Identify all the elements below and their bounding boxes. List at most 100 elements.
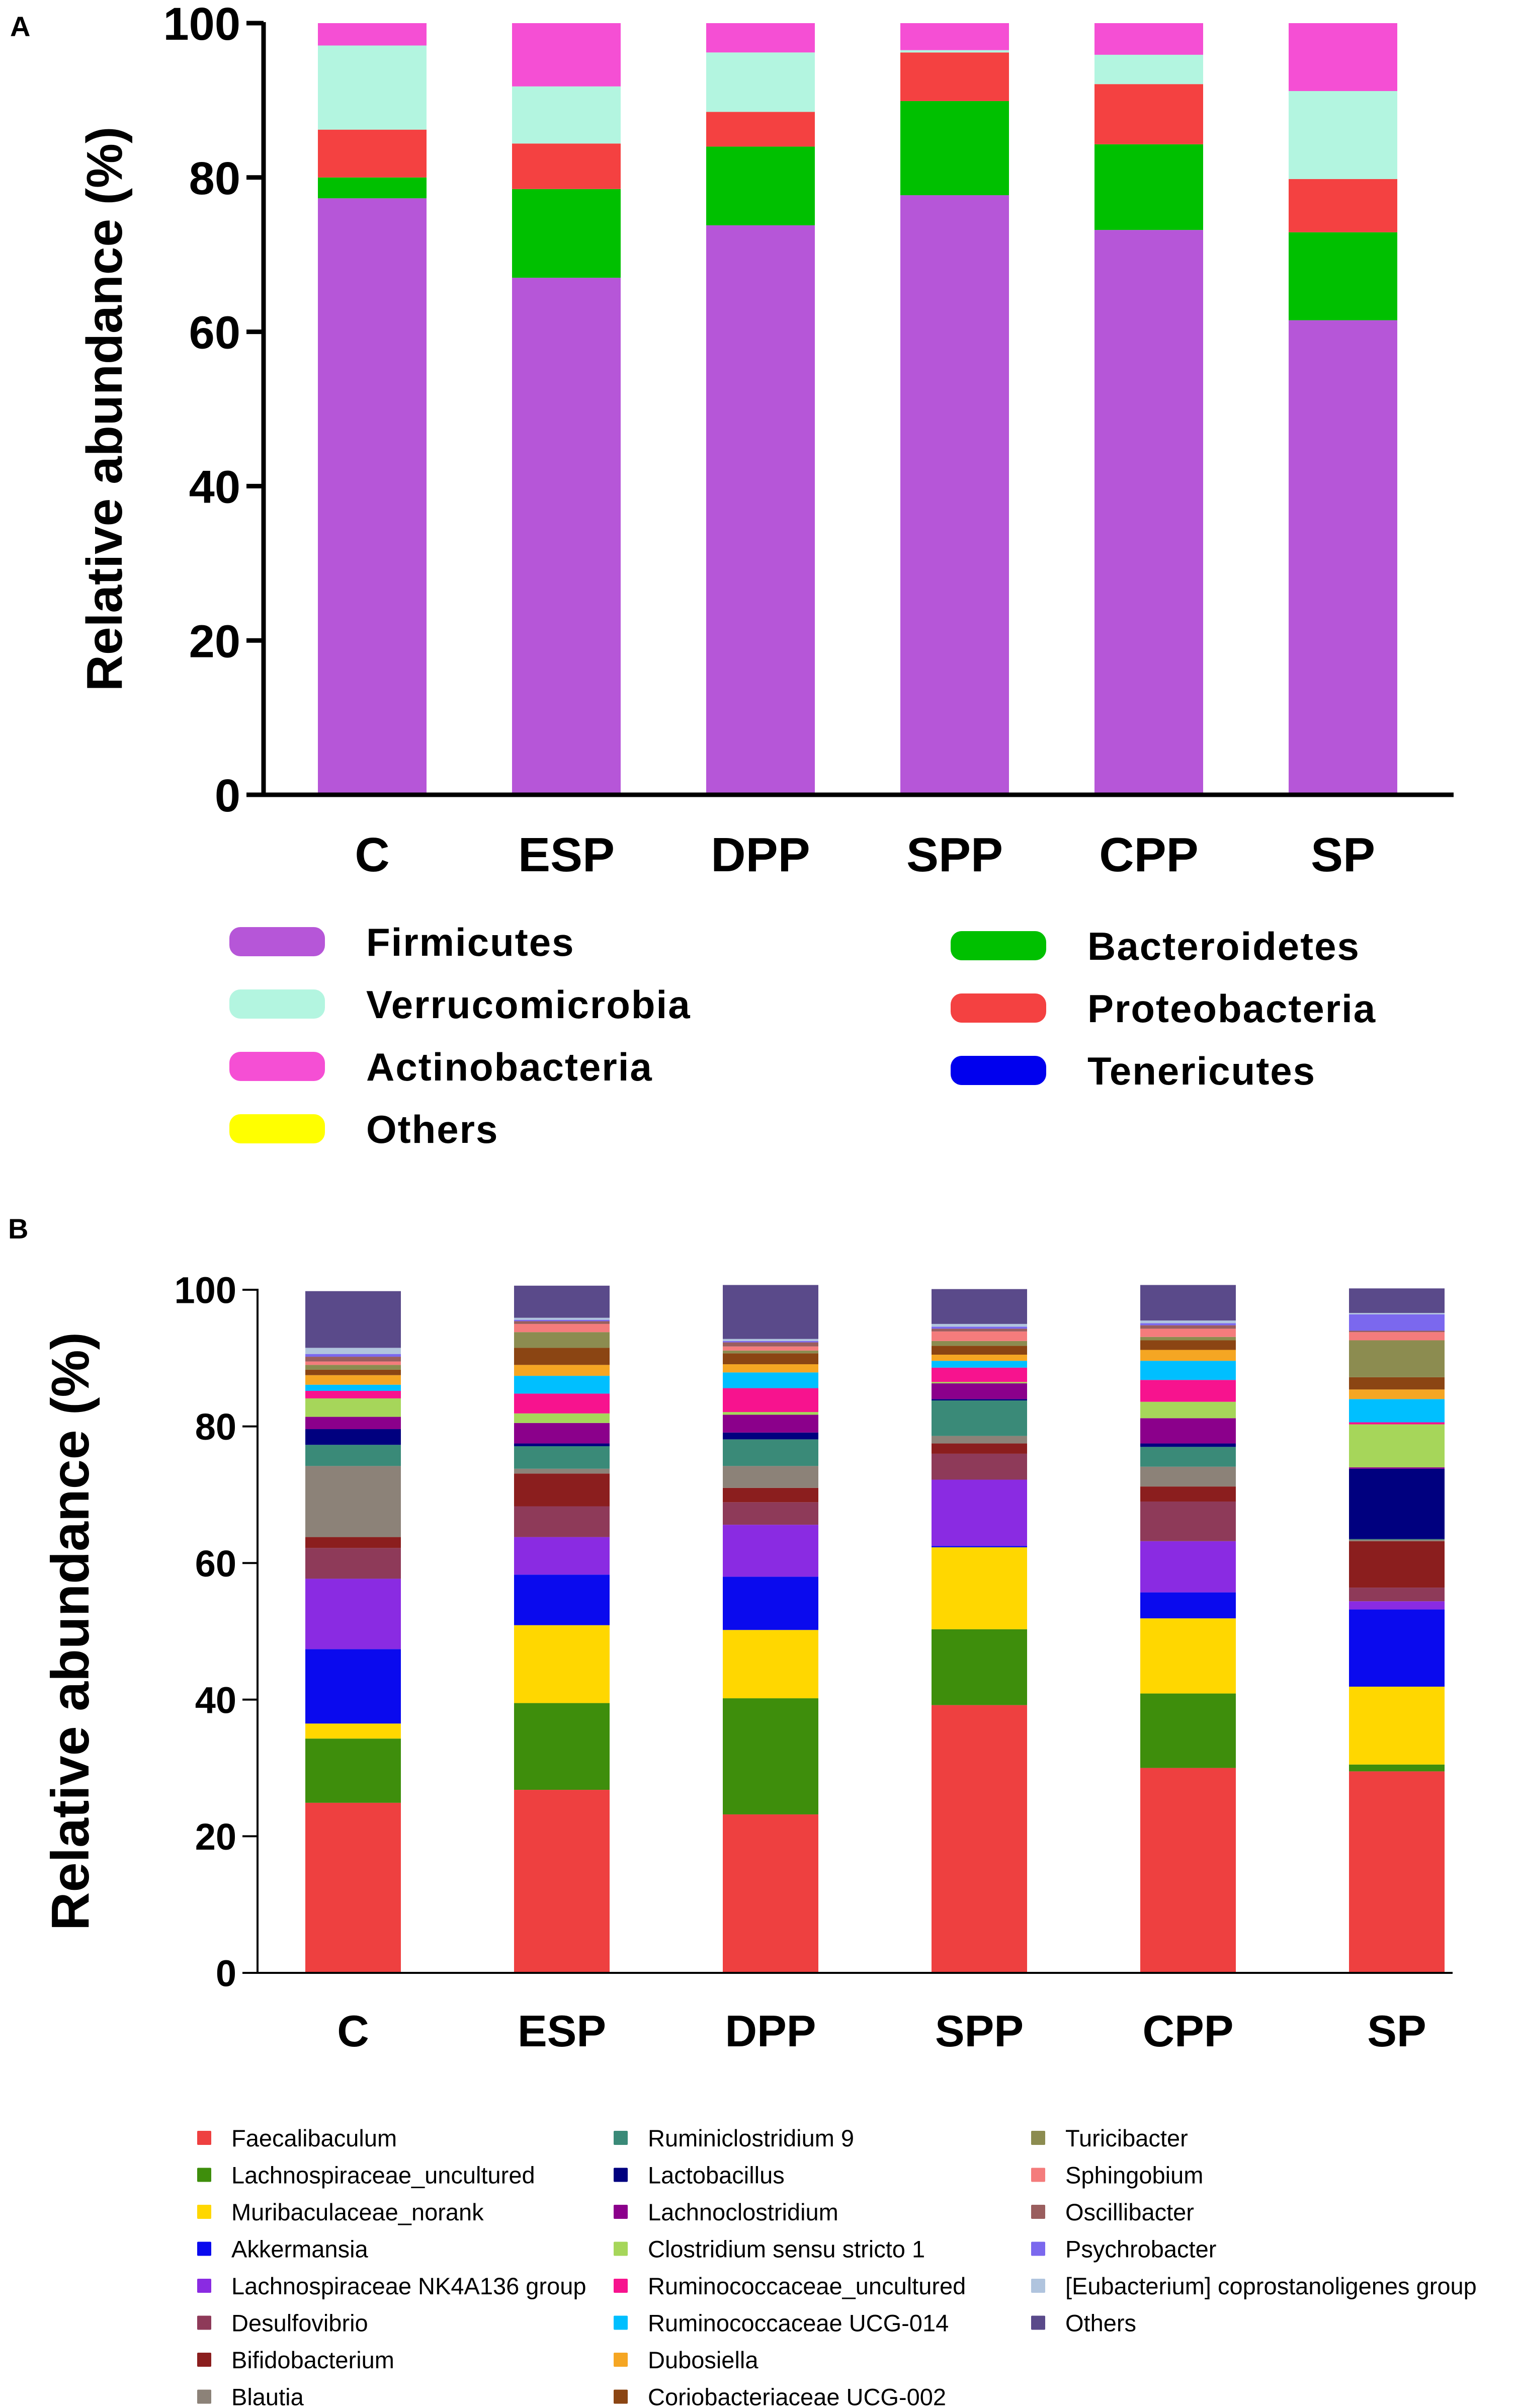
bar-cpp-lachnospiraceae-uncultured [1140, 1693, 1236, 1768]
bar-esp-desulfovibrio [514, 1506, 610, 1537]
bar-spp-desulfovibrio [932, 1453, 1027, 1480]
bar-sp-actinobacteria [1289, 23, 1397, 91]
bar-dpp-ruminiclostridium-9 [723, 1439, 818, 1466]
category-label-c: C [337, 2006, 369, 2056]
legend-swatch-oscillibacter [1031, 2205, 1045, 2219]
bar-c-lactobacillus [305, 1429, 401, 1445]
panel-label: B [8, 1213, 28, 1244]
bar-spp-ruminococcaceae-uncultured [932, 1367, 1027, 1382]
legend-swatch-others [229, 1114, 325, 1143]
legend-label-lachnoclostridium: Lachnoclostridium [648, 2199, 838, 2225]
bar-esp-turicibacter [514, 1332, 610, 1348]
legend-label-clostridium-sensu-stricto-1: Clostridium sensu stricto 1 [648, 2235, 925, 2262]
legend-swatch-verrucomicrobia [229, 989, 325, 1019]
category-label-c: C [355, 828, 389, 882]
legend-swatch-eubacterium-coprostanoligenes-group [1031, 2279, 1045, 2293]
bar-spp-eubacterium-coprostanoligenes-group [932, 1323, 1027, 1327]
bar-c-faecalibaculum [305, 1802, 401, 1973]
bar-cpp-actinobacteria [1094, 23, 1203, 55]
bar-dpp-clostridium-sensu-stricto-1 [723, 1412, 818, 1415]
bar-dpp-actinobacteria [706, 23, 815, 53]
bar-sp-ruminococcaceae-uncultured [1349, 1422, 1445, 1425]
category-label-esp: ESP [518, 2006, 606, 2056]
bar-cpp-faecalibaculum [1140, 1768, 1236, 1973]
legend-swatch-lachnospiraceae-uncultured [197, 2168, 211, 2182]
bar-dpp-dubosiella [723, 1364, 818, 1373]
bar-cpp-psychrobacter [1140, 1323, 1236, 1325]
legend-swatch-coriobacteriaceae-ucg-002 [614, 2389, 628, 2404]
bar-sp-proteobacteria [1289, 179, 1397, 232]
y-tick-label-60: 60 [195, 1543, 236, 1585]
panel-b: B C ESP DPP SPP CPP SP 0 20 40 60 80 100 Relative abu… [8, 1213, 1477, 2408]
bar-c-psychrobacter [305, 1354, 401, 1357]
bar-spp-akkermansia [932, 1546, 1027, 1547]
bar-sp-verrucomicrobia [1289, 91, 1397, 179]
bar-cpp-turicibacter [1140, 1337, 1236, 1341]
bar-cpp-blautia [1140, 1466, 1236, 1487]
bar-c-coriobacteriaceae-ucg-002 [305, 1369, 401, 1375]
legend-label-others: Others [366, 1107, 498, 1151]
bar-esp-psychrobacter [514, 1319, 610, 1321]
legend-label-others: Others [1065, 2309, 1136, 2336]
bar-cpp-lachnospiraceae-nk4a136-group [1140, 1541, 1236, 1593]
bar-esp-blautia [514, 1468, 610, 1474]
bar-sp-faecalibaculum [1349, 1771, 1445, 1973]
bar-cpp-bifidobacterium [1140, 1486, 1236, 1502]
legend-swatch-actinobacteria [229, 1052, 325, 1081]
bar-dpp-ruminococcaceae-uncultured [723, 1388, 818, 1413]
y-axis-label: Relative abundance (%) [76, 127, 133, 692]
legend-label-ruminiclostridium-9: Ruminiclostridium 9 [648, 2125, 854, 2151]
bar-dpp-others [723, 1285, 818, 1339]
legend-label-turicibacter: Turicibacter [1065, 2125, 1188, 2151]
bar-spp-verrucomicrobia [900, 50, 1009, 53]
bar-esp-sphingobium [514, 1323, 610, 1333]
y-tick-label-100: 100 [175, 1270, 236, 1311]
bar-spp-bacteroidetes [900, 101, 1009, 196]
bar-sp-coriobacteriaceae-ucg-002 [1349, 1377, 1445, 1390]
bar-dpp-turicibacter [723, 1350, 818, 1354]
y-tick-label-0: 0 [216, 1953, 236, 1995]
bar-cpp-firmicutes [1094, 230, 1203, 795]
category-label-esp: ESP [518, 828, 615, 882]
bar-dpp-bifidobacterium [723, 1487, 818, 1503]
bar-cpp-eubacterium-coprostanoligenes-group [1140, 1320, 1236, 1323]
bar-sp-psychrobacter [1349, 1314, 1445, 1331]
legend-label-eubacterium-coprostanoligenes-group: [Eubacterium] coprostanoligenes group [1065, 2273, 1477, 2299]
legend-label-verrucomicrobia: Verrucomicrobia [366, 982, 691, 1027]
bar-cpp-ruminococcaceae-uncultured [1140, 1380, 1236, 1402]
legend-label-dubosiella: Dubosiella [648, 2347, 758, 2373]
bar-c-clostridium-sensu-stricto-1 [305, 1398, 401, 1417]
bar-c-sphingobium [305, 1361, 401, 1365]
bar-cpp-clostridium-sensu-stricto-1 [1140, 1401, 1236, 1419]
bar-cpp-oscillibacter [1140, 1325, 1236, 1329]
bar-sp-ruminococcaceae-ucg-014 [1349, 1399, 1445, 1423]
bar-dpp-blautia [723, 1466, 818, 1488]
bar-dpp-lachnospiraceae-uncultured [723, 1698, 818, 1814]
bar-dpp-oscillibacter [723, 1342, 818, 1347]
y-axis-label: Relative abundance (%) [41, 1332, 100, 1931]
legend-swatch-psychrobacter [1031, 2241, 1045, 2256]
bar-spp-sphingobium [932, 1331, 1027, 1341]
bar-spp-coriobacteriaceae-ucg-002 [932, 1346, 1027, 1355]
bar-dpp-bacteroidetes [706, 146, 815, 225]
bar-sp-lachnospiraceae-uncultured [1349, 1764, 1445, 1772]
bar-esp-coriobacteriaceae-ucg-002 [514, 1348, 610, 1365]
bar-esp-akkermansia [514, 1574, 610, 1625]
category-label-dpp: DPP [725, 2006, 816, 2056]
bar-cpp-muribaculaceae-norank [1140, 1618, 1236, 1694]
legend-swatch-bacteroidetes [951, 931, 1046, 960]
bar-dpp-coriobacteriaceae-ucg-002 [723, 1353, 818, 1365]
bar-spp-bifidobacterium [932, 1443, 1027, 1454]
bar-sp-akkermansia [1349, 1609, 1445, 1687]
bar-cpp-dubosiella [1140, 1350, 1236, 1361]
bar-sp-eubacterium-coprostanoligenes-group [1349, 1313, 1445, 1314]
bar-esp-faecalibaculum [514, 1790, 610, 1973]
y-tick-label-80: 80 [189, 153, 240, 204]
bar-c-verrucomicrobia [318, 45, 427, 130]
bar-c-blautia [305, 1466, 401, 1537]
bar-dpp-faecalibaculum [723, 1814, 818, 1973]
bar-dpp-ruminococcaceae-ucg-014 [723, 1372, 818, 1388]
bar-c-turicibacter [305, 1365, 401, 1370]
legend-label-firmicutes: Firmicutes [366, 920, 574, 964]
bar-dpp-eubacterium-coprostanoligenes-group [723, 1339, 818, 1341]
